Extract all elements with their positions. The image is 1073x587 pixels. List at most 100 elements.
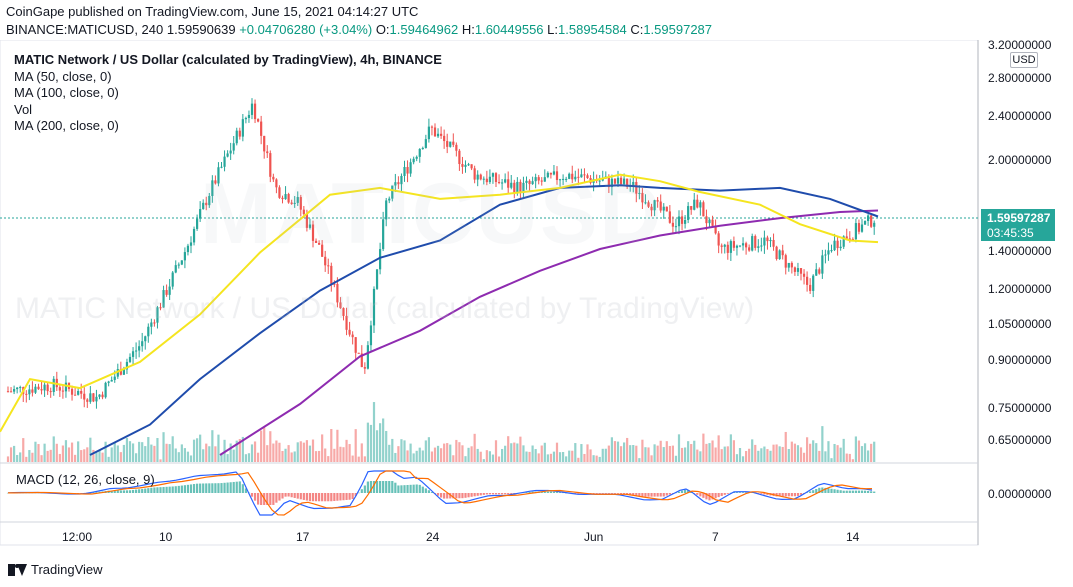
candle-body (299, 197, 302, 210)
candle-body (851, 238, 854, 240)
volume-bar (415, 450, 418, 462)
volume-bar (702, 433, 705, 462)
candle-body (558, 179, 562, 181)
candle-body (183, 252, 186, 261)
footer-branding[interactable]: TradingView (8, 562, 103, 577)
volume-bar (513, 442, 516, 462)
candle-body (723, 244, 726, 247)
candle-body (623, 178, 626, 185)
candle-body (821, 255, 824, 274)
candle-body (287, 194, 290, 203)
macd-bar (388, 481, 391, 493)
volume-bar (604, 448, 607, 462)
volume-bar (711, 440, 714, 462)
volume-bar (873, 441, 876, 462)
volume-bar (580, 444, 583, 462)
candle-body (693, 199, 696, 210)
candle-body (122, 369, 125, 375)
candle-body (708, 219, 711, 224)
candle-body (6, 391, 10, 393)
legend-ma100[interactable]: MA (100, close, 0) (14, 85, 119, 100)
candle-body (192, 228, 196, 243)
candle-body (641, 192, 644, 203)
volume-bar (497, 456, 501, 462)
candle-body (275, 179, 278, 188)
candle-body (607, 176, 610, 188)
candle-body (531, 181, 534, 185)
volume-bar (455, 439, 458, 462)
volume-bar (305, 440, 308, 462)
candle-body (674, 226, 678, 228)
candle-body (534, 177, 537, 182)
macd-legend[interactable]: MACD (12, 26, close, 9) (16, 472, 155, 487)
macd-bar (375, 481, 379, 493)
volume-bar (116, 445, 119, 462)
volume-bar (342, 447, 345, 462)
volume-bar (299, 441, 302, 462)
volume-bar (650, 455, 653, 462)
volume-bar (720, 449, 723, 462)
candle-body (748, 247, 751, 251)
macd-bar (555, 492, 559, 493)
macd-bar (830, 488, 833, 493)
candle-body (220, 166, 223, 168)
macd-bar (186, 484, 190, 493)
candle-body (684, 219, 687, 224)
candle-body (409, 162, 412, 174)
volume-bar (806, 437, 809, 462)
candle-body (863, 221, 867, 225)
volume-bar (330, 428, 333, 462)
candle-body (174, 265, 177, 273)
macd-bar (665, 493, 668, 496)
macd-bar (278, 493, 281, 501)
candle-body (571, 173, 574, 180)
volume-bar (278, 442, 281, 462)
price-tick: 2.80000000 (988, 71, 1052, 85)
volume-bar (845, 453, 848, 462)
macd-bar (443, 493, 446, 499)
candle-body (787, 262, 790, 268)
currency-label[interactable]: USD (1010, 52, 1038, 68)
candle-body (13, 389, 16, 392)
candle-body (205, 202, 208, 206)
macd-bar (400, 485, 403, 493)
candle-body (760, 245, 763, 247)
volume-bar (421, 450, 424, 462)
candle-body (244, 117, 247, 120)
macd-bar (205, 483, 208, 493)
candle-body (854, 223, 857, 240)
legend-vol[interactable]: Vol (14, 101, 33, 117)
legend-ma200[interactable]: MA (200, close, 0) (14, 118, 119, 133)
candle-body (382, 219, 385, 250)
publisher-line: CoinGape published on TradingView.com, J… (6, 4, 419, 19)
macd-bar (836, 489, 839, 493)
volume-bar (226, 454, 229, 462)
macd-bar (385, 481, 388, 493)
candle-body (549, 172, 552, 175)
macd-bar (464, 493, 467, 498)
macd-bar (638, 493, 641, 497)
candle-body (186, 245, 190, 253)
price-chart[interactable] (0, 40, 1073, 587)
volume-bar (809, 443, 812, 462)
volume-bar (772, 444, 775, 462)
volume-bar (610, 437, 613, 462)
volume-bar (159, 459, 162, 462)
volume-bar (107, 456, 110, 462)
candle-body (253, 103, 257, 120)
volume-bar (507, 436, 510, 462)
volume-bar (77, 441, 80, 462)
macd-bar (659, 493, 662, 497)
candle-body (751, 236, 754, 251)
volume-bar (824, 451, 827, 462)
candle-body (342, 308, 345, 316)
candle-body (635, 181, 638, 194)
legend-ma50[interactable]: MA (50, close, 0) (14, 68, 112, 84)
candle-body (241, 119, 244, 137)
candle-body (70, 388, 74, 395)
macd-bar (482, 493, 485, 495)
macd-bar (391, 481, 394, 493)
volume-bar (540, 445, 543, 462)
candle-body (583, 174, 586, 176)
volume-bar (839, 447, 842, 462)
